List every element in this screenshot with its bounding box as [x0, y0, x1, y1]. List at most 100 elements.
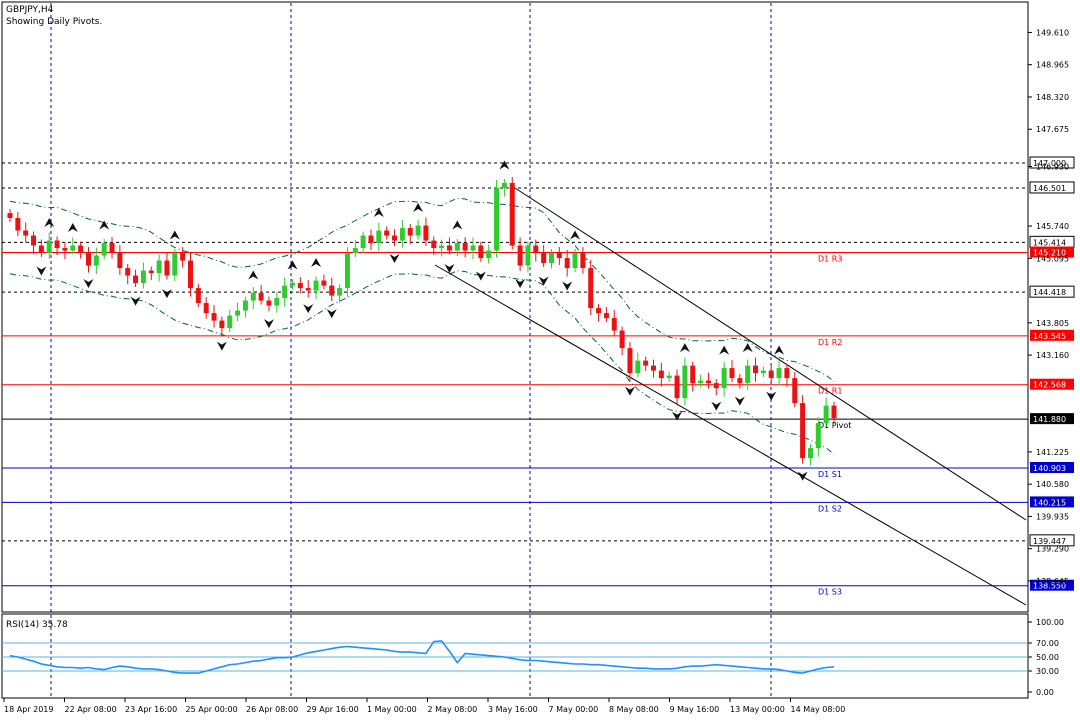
candle-body-30 [242, 300, 248, 311]
candle-body-14 [117, 253, 123, 269]
candle-body-100 [792, 378, 798, 404]
price-tick-label-10: 140.580 [1036, 480, 1069, 489]
candle-body-34 [274, 298, 280, 306]
rsi-line [9, 640, 835, 674]
candle-body-72 [572, 253, 578, 269]
price-panel-frame [1, 1, 1029, 613]
fractal-down-arrow-49 [389, 254, 400, 264]
candle-body-15 [125, 268, 131, 276]
candle-body-98 [776, 368, 782, 379]
candle-body-40 [321, 280, 327, 286]
pivot-value-4: 140.903 [1033, 464, 1066, 473]
price-tick-label-8: 143.160 [1036, 351, 1069, 360]
fractal-up-arrow-31 [248, 270, 259, 280]
candle-body-4 [38, 245, 44, 254]
pivot-name-6: D1 S3 [818, 588, 842, 597]
candle-body-80 [635, 360, 641, 374]
candle-body-77 [611, 318, 617, 331]
candle-body-0 [7, 213, 13, 219]
candle-body-61 [486, 250, 492, 259]
candle-body-78 [619, 330, 625, 349]
candle-body-69 [548, 253, 554, 264]
candle-body-38 [305, 288, 311, 291]
candle-body-21 [172, 253, 178, 276]
candle-body-13 [109, 243, 115, 254]
candle-body-87 [690, 365, 696, 384]
candle-body-31 [250, 293, 256, 301]
level-badge-4 [1029, 534, 1075, 547]
candle-body-74 [588, 268, 594, 309]
pivot-name-2: D1 R1 [818, 387, 842, 396]
candle-body-6 [54, 240, 60, 249]
candle-body-36 [290, 283, 296, 286]
candle-body-29 [235, 310, 241, 316]
vertical-grid [50, 3, 772, 697]
level-label-4: 139.447 [1033, 537, 1066, 546]
candle-body-9 [78, 245, 84, 254]
fractal-down-arrow-90 [711, 401, 722, 411]
candle-body-7 [62, 248, 68, 251]
candle-body-58 [462, 243, 468, 251]
candle-body-82 [651, 365, 657, 371]
price-axis: 149.610 148.965 148.320 147.675 146.930 145.7… [1028, 28, 1069, 586]
pivot-name-4: D1 S1 [818, 470, 842, 479]
candle-body-90 [713, 383, 719, 389]
price-bands [9, 197, 835, 455]
price-tick-label-9: 141.225 [1036, 448, 1069, 457]
channel-upper-line [514, 187, 1027, 521]
candle-body-59 [470, 245, 476, 251]
candle-body-22 [180, 253, 186, 261]
fractal-up-arrow-12 [99, 220, 110, 230]
time-axis: 18 Apr 2019 22 Apr 08:00 23 Apr 16:00 25 Ap… [3, 698, 845, 714]
channel-lower-line [434, 264, 1027, 606]
candle-body-51 [407, 228, 413, 236]
candle-body-67 [533, 245, 539, 254]
price-tick-label-11: 139.935 [1036, 512, 1069, 521]
candle-body-33 [266, 300, 272, 306]
fractal-down-arrow-79 [624, 386, 635, 396]
candle-body-57 [454, 243, 460, 251]
time-tick-label-1: 22 Apr 08:00 [65, 705, 117, 714]
candle-body-84 [666, 375, 672, 379]
rsi-tick-label-2: 50.00 [1036, 653, 1059, 662]
fractal-up-arrow-47 [373, 208, 384, 218]
fractal-down-arrow-65 [515, 279, 526, 289]
candle-body-47 [376, 230, 382, 244]
candle-body-76 [603, 313, 609, 319]
candle-body-50 [399, 228, 405, 241]
fractal-down-arrow-4 [36, 266, 47, 276]
pivot-name-1: D1 R2 [818, 338, 842, 347]
candle-body-99 [784, 368, 790, 379]
fractal-down-arrow-27 [216, 341, 227, 351]
time-tick-label-7: 2 May 08:00 [428, 705, 478, 714]
rsi-tick-label-3: 30.00 [1036, 667, 1059, 676]
candle-body-66 [525, 245, 531, 266]
pivot-name-0: D1 R3 [818, 255, 842, 264]
candle-body-75 [596, 308, 602, 314]
candle-body-79 [627, 348, 633, 374]
candle-body-95 [753, 365, 759, 374]
price-tick-label-5: 145.740 [1036, 222, 1069, 231]
pivot-value-1: 143.545 [1033, 332, 1066, 341]
candle-body-96 [760, 370, 766, 374]
level-badge-3 [1029, 285, 1075, 298]
fractal-up-arrow-57 [452, 220, 463, 230]
candle-body-16 [133, 275, 139, 284]
fractal-down-arrow-38 [303, 304, 314, 314]
pivot-name-3: D1 Pivot [818, 421, 851, 430]
candle-body-3 [31, 235, 37, 246]
candle-body-41 [329, 285, 335, 296]
pivot-badge-2 [1030, 378, 1074, 390]
candle-body-52 [415, 225, 421, 236]
price-tick-label-4: 146.930 [1036, 163, 1069, 172]
candle-body-65 [517, 245, 523, 266]
candle-body-39 [313, 280, 319, 291]
candle-body-101 [800, 403, 806, 459]
candle-body-45 [360, 235, 366, 249]
fractal-down-arrow-68 [538, 276, 549, 286]
candle-body-86 [682, 365, 688, 399]
candle-body-81 [643, 360, 649, 366]
candle-body-20 [164, 260, 170, 276]
candle-body-18 [148, 270, 154, 274]
fractal-up-arrow-36 [287, 260, 298, 270]
